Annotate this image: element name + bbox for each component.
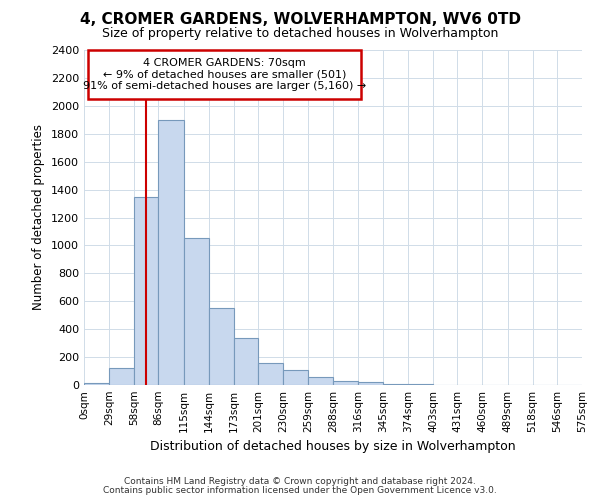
Text: Contains public sector information licensed under the Open Government Licence v3: Contains public sector information licen… <box>103 486 497 495</box>
Bar <box>109 368 134 385</box>
Text: Contains HM Land Registry data © Crown copyright and database right 2024.: Contains HM Land Registry data © Crown c… <box>124 477 476 486</box>
Bar <box>358 382 383 385</box>
FancyBboxPatch shape <box>88 50 361 99</box>
Text: Size of property relative to detached houses in Wolverhampton: Size of property relative to detached ho… <box>102 28 498 40</box>
Bar <box>84 383 109 385</box>
Text: 4 CROMER GARDENS: 70sqm
← 9% of detached houses are smaller (501)
91% of semi-de: 4 CROMER GARDENS: 70sqm ← 9% of detached… <box>83 58 367 91</box>
X-axis label: Distribution of detached houses by size in Wolverhampton: Distribution of detached houses by size … <box>150 440 516 454</box>
Bar <box>234 338 258 385</box>
Bar <box>308 378 334 385</box>
Bar <box>184 238 209 385</box>
Bar <box>383 384 408 385</box>
Bar <box>334 381 358 385</box>
Bar <box>134 196 158 385</box>
Bar <box>283 370 308 385</box>
Bar <box>209 308 234 385</box>
Bar <box>408 384 433 385</box>
Bar <box>258 362 283 385</box>
Text: 4, CROMER GARDENS, WOLVERHAMPTON, WV6 0TD: 4, CROMER GARDENS, WOLVERHAMPTON, WV6 0T… <box>79 12 521 28</box>
Bar <box>158 120 184 385</box>
Y-axis label: Number of detached properties: Number of detached properties <box>32 124 46 310</box>
